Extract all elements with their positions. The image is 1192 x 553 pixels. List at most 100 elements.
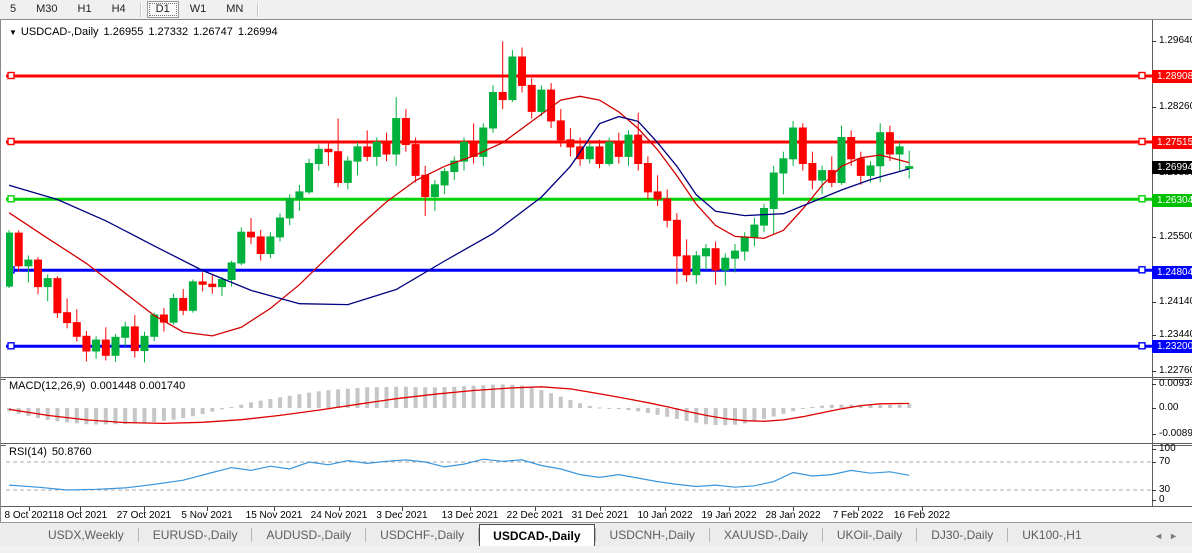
- date-label: 19 Jan 2022: [701, 510, 757, 521]
- ohlc-open: 1.26955: [103, 26, 144, 38]
- time-axis[interactable]: 8 Oct 2021 18 Oct 2021 27 Oct 2021 5 Nov 20…: [1, 506, 1192, 523]
- chart-tab-uk100-h1[interactable]: UK100-,H1: [1022, 528, 1082, 542]
- rsi-levels: [6, 461, 1152, 491]
- timeframe-button-MN[interactable]: MN: [226, 3, 244, 15]
- chart-tab-usdchf-daily[interactable]: USDCHF-,Daily: [380, 528, 465, 542]
- date-label: 7 Feb 2022: [832, 510, 884, 521]
- chart-symbol-label: USDCAD-,Daily: [20, 26, 99, 38]
- chart-tab-audusd-daily[interactable]: AUDUSD-,Daily: [266, 528, 352, 542]
- tab-separator: [1007, 528, 1009, 542]
- date-tick: [144, 507, 145, 511]
- status-bar: [0, 546, 1192, 553]
- toolbar-separator: [257, 2, 260, 17]
- macd-tick-label-tick: [1152, 408, 1156, 409]
- date-label: 3 Dec 2021: [376, 510, 428, 521]
- rsi-value: 50.8760: [51, 446, 92, 458]
- date-tick: [858, 507, 859, 511]
- macd-tick-label: 0.00: [1159, 402, 1179, 413]
- date-tick: [470, 507, 471, 511]
- tab-separator: [365, 528, 367, 542]
- macd-values: 0.001448 0.001740: [90, 380, 186, 392]
- price-tick-label-tick: [1152, 237, 1156, 238]
- chart-tab-dj30-daily[interactable]: DJ30-,Daily: [931, 528, 994, 542]
- price-axis-line: [1152, 20, 1153, 506]
- chart-tab-xauusd-daily[interactable]: XAUUSD-,Daily: [723, 528, 808, 542]
- date-tick: [402, 507, 403, 511]
- ohlc-high: 1.27332: [148, 26, 189, 38]
- timeframe-button-H4[interactable]: H4: [111, 3, 126, 15]
- date-label: 8 Oct 2021: [4, 510, 54, 521]
- hlines-layer: [6, 71, 1152, 350]
- price-tick-label-tick: [1152, 107, 1156, 108]
- price-tick-label-tick: [1152, 41, 1156, 42]
- date-tick: [207, 507, 208, 511]
- ohlc-close: 1.26994: [237, 26, 278, 38]
- macd-pane[interactable]: [6, 379, 1152, 443]
- timeframe-button-H1[interactable]: H1: [77, 3, 92, 15]
- price-badge-1.23200: 1.23200: [1152, 340, 1192, 353]
- date-label: 5 Nov 2021: [181, 510, 233, 521]
- tab-separator: [478, 528, 480, 542]
- price-tick-label: 1.24140: [1159, 296, 1192, 307]
- date-tick: [729, 507, 730, 511]
- tab-separator: [821, 528, 823, 542]
- rsi-tick-label: 0: [1159, 494, 1165, 505]
- collapse-chart-icon[interactable]: ▼: [9, 28, 17, 37]
- main-chart-pane[interactable]: [6, 20, 1152, 377]
- ma-fast-line: [8, 95, 910, 337]
- rsi-tick-label-tick: [1152, 500, 1156, 501]
- chart-frame: ▼ USDCAD-,Daily 1.26955 1.27332 1.26747 1.269…: [0, 19, 1192, 523]
- rsi-line: [8, 458, 910, 491]
- price-tick-label: 1.22760: [1159, 365, 1192, 376]
- date-label: 24 Nov 2021: [310, 510, 368, 521]
- date-label: 15 Nov 2021: [245, 510, 303, 521]
- rsi-tick-label: 70: [1159, 456, 1171, 467]
- tab-scroll-right-icon[interactable]: ►: [1169, 531, 1184, 541]
- date-tick: [665, 507, 666, 511]
- macd-tick-label-tick: [1152, 434, 1156, 435]
- price-badge-1.28908: 1.28908: [1152, 70, 1192, 83]
- macd-signal-line: [8, 386, 910, 425]
- tab-separator: [916, 528, 918, 542]
- chart-tab-usdcnh-daily[interactable]: USDCNH-,Daily: [609, 528, 695, 542]
- chart-tabs-bar: USDX,Weekly EURUSD-,Daily AUDUSD-,Daily USD…: [0, 522, 1192, 547]
- date-tick: [339, 507, 340, 511]
- price-tick-label: 1.23440: [1159, 329, 1192, 340]
- chart-tab-usdcad-daily[interactable]: USDCAD-,Daily: [479, 524, 595, 547]
- date-label: 18 Oct 2021: [52, 510, 108, 521]
- date-label: 31 Dec 2021: [571, 510, 629, 521]
- price-axis[interactable]: 1.296401.282601.268801.262001.255001.241…: [1152, 20, 1192, 506]
- candles-layer: [6, 41, 914, 363]
- timeframe-button-M30[interactable]: M30: [36, 3, 58, 15]
- price-badge-1.26304: 1.26304: [1152, 194, 1192, 207]
- rsi-pane[interactable]: [6, 445, 1152, 505]
- ma-slow-line: [8, 115, 910, 306]
- date-label: 27 Oct 2021: [116, 510, 172, 521]
- date-tick: [535, 507, 536, 511]
- rsi-name: RSI(14): [9, 446, 47, 458]
- tab-scroll-left-icon[interactable]: ◄: [1154, 531, 1170, 541]
- rsi-tick-label: 30: [1159, 484, 1171, 495]
- tab-separator: [137, 528, 139, 542]
- price-tick-label: 1.28260: [1159, 101, 1192, 112]
- timeframe-button-5[interactable]: 5: [10, 3, 17, 15]
- tab-separator: [708, 528, 710, 542]
- price-tick-label-tick: [1152, 335, 1156, 336]
- chart-tab-ukoil-daily[interactable]: UKOil-,Daily: [836, 528, 903, 542]
- timeframe-button-W1[interactable]: W1: [189, 3, 207, 15]
- rsi-tick-label: 100: [1159, 443, 1176, 454]
- rsi-label: RSI(14) 50.8760: [9, 446, 92, 458]
- tab-scroll-arrows: ◄►: [1154, 531, 1184, 541]
- date-tick: [29, 507, 30, 511]
- chart-title: ▼ USDCAD-,Daily 1.26955 1.27332 1.26747 1.269…: [9, 26, 278, 38]
- chart-tab-usdx-weekly[interactable]: USDX,Weekly: [48, 528, 124, 542]
- tab-separator: [251, 528, 253, 542]
- date-label: 28 Jan 2022: [765, 510, 821, 521]
- date-tick: [793, 507, 794, 511]
- chart-tab-eurusd-daily[interactable]: EURUSD-,Daily: [152, 528, 238, 542]
- date-label: 16 Feb 2022: [893, 510, 951, 521]
- price-tick-label: 1.25500: [1159, 231, 1192, 242]
- date-label: 22 Dec 2021: [506, 510, 564, 521]
- timeframe-button-D1[interactable]: D1: [146, 1, 179, 18]
